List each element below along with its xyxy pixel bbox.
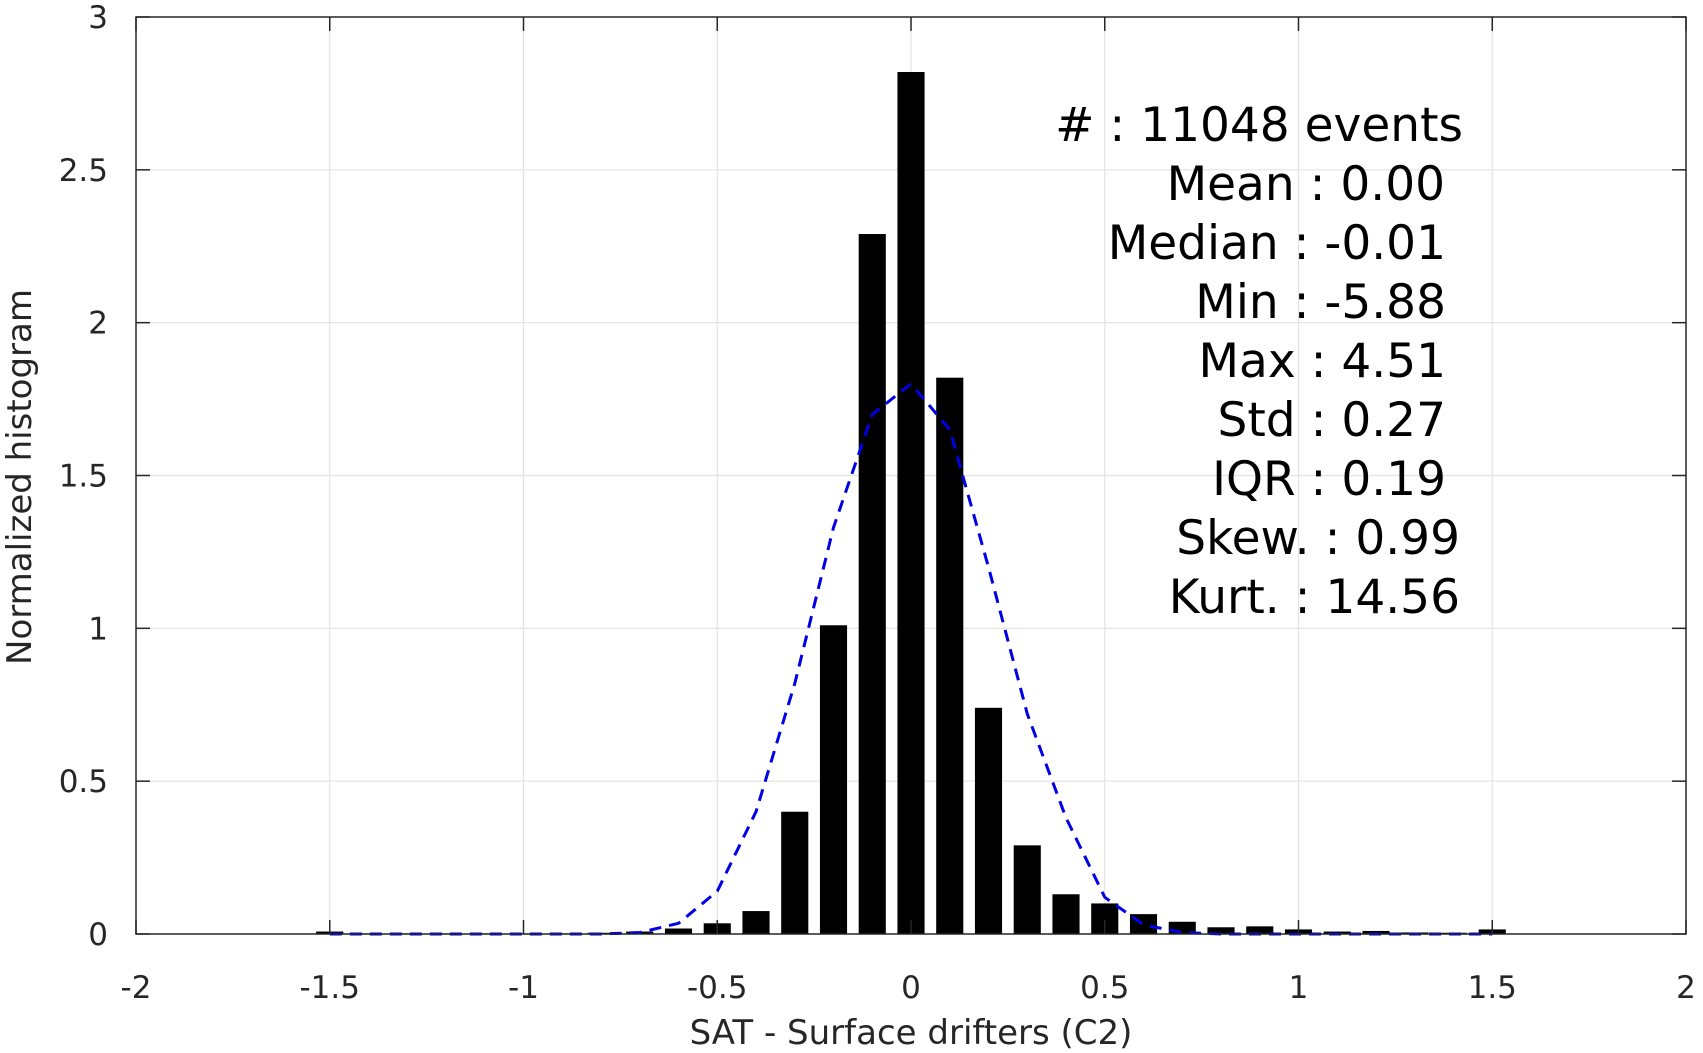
y-tick-label: 0 (88, 917, 108, 953)
histogram-bar (858, 234, 886, 935)
histogram-bar (1207, 927, 1235, 934)
x-tick-label: 0 (901, 970, 921, 1006)
y-tick-label: 3 (88, 0, 108, 36)
histogram-bar (936, 377, 964, 935)
histogram-bar (1013, 845, 1041, 934)
stat-line: Median : -0.01 (1108, 216, 1446, 271)
stat-line: Max : 4.51 (1198, 334, 1446, 389)
histogram-bar (1052, 894, 1080, 934)
y-axis-ticks: 0 0.5 1 1.5 2 2.5 3 (59, 0, 1686, 953)
histogram-bar (742, 911, 770, 934)
histogram-bar (974, 707, 1003, 934)
histogram-bar (664, 928, 693, 934)
y-tick-label: 1 (88, 611, 108, 647)
histogram-bar (897, 72, 925, 934)
x-tick-label: 0.5 (1080, 970, 1129, 1006)
x-tick-label: -1 (508, 970, 539, 1006)
x-tick-label: -1.5 (300, 970, 361, 1006)
y-axis-label: Normalized histogram (0, 289, 40, 665)
y-tick-label: 2 (88, 306, 108, 342)
x-tick-label: -2 (121, 970, 152, 1006)
x-tick-label: -0.5 (687, 970, 748, 1006)
stat-line: Skew. : 0.99 (1176, 511, 1460, 566)
histogram-bars (316, 72, 1506, 935)
x-tick-label: 1 (1289, 970, 1309, 1006)
histogram-bar (1246, 926, 1274, 934)
x-axis-ticks: -2 -1.5 -1 -0.5 0 0.5 1 1.5 2 (121, 17, 1696, 1006)
y-tick-label: 2.5 (59, 153, 108, 189)
stat-line: Std : 0.27 (1218, 393, 1446, 448)
histogram-bar (781, 811, 809, 934)
stat-line: IQR : 0.19 (1212, 452, 1446, 507)
histogram-bar (1362, 930, 1390, 934)
stat-line: Min : -5.88 (1195, 275, 1446, 330)
x-tick-label: 2 (1676, 970, 1696, 1006)
stat-line: Kurt. : 14.56 (1169, 570, 1460, 625)
histogram-bar (819, 625, 848, 934)
x-axis-label: SAT - Surface drifters (C2) (690, 1013, 1133, 1053)
y-tick-label: 1.5 (59, 459, 108, 495)
stat-line: Mean : 0.00 (1167, 157, 1445, 212)
y-tick-label: 0.5 (59, 764, 108, 800)
stat-line: # : 11048 events (1055, 98, 1463, 153)
x-tick-label: 1.5 (1468, 970, 1517, 1006)
